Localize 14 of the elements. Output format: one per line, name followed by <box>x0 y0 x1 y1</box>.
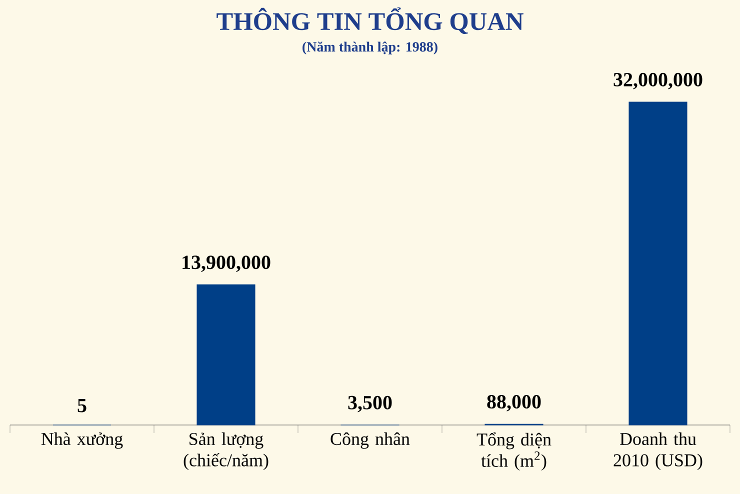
x-tick-label: Tổng diện tích (m$^{2}$) <box>476 432 552 471</box>
bar <box>196 284 256 426</box>
chart-subtitle: (Năm thành lập: 1988) <box>302 42 438 54</box>
x-tick-label: Sản lượng (chiếc/năm) <box>184 432 268 470</box>
bar <box>628 102 688 426</box>
data-label: 32,000,000 <box>614 72 702 90</box>
chart-title: THÔNG TIN TỔNG QUAN <box>216 7 524 34</box>
data-label: 3,500 <box>348 396 392 412</box>
data-label: 5 <box>78 399 86 412</box>
x-tick-label: Doanh thu 2010 (USD) <box>614 432 702 470</box>
data-label: 13,900,000 <box>182 256 270 272</box>
x-tick-label: Nhà xưởng <box>41 432 123 449</box>
x-tick-label: Công nhân <box>330 432 410 449</box>
data-label: 88,000 <box>487 395 541 412</box>
